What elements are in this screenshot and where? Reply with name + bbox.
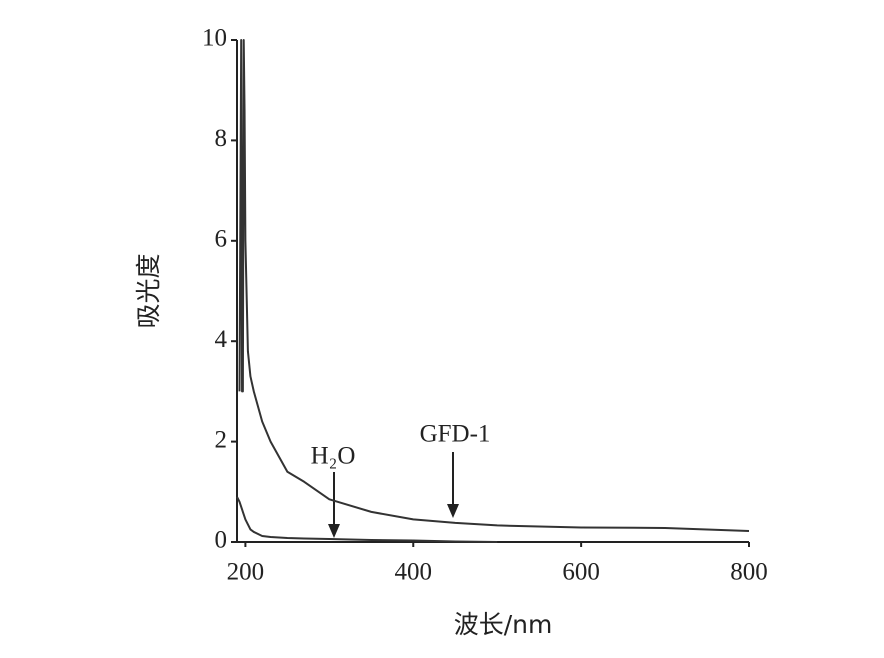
- annotation: H₂O: [311, 443, 356, 470]
- x-tick-label: 800: [730, 559, 768, 586]
- x-axis-label: 波长/nm: [454, 610, 553, 639]
- y-tick-label: 0: [215, 527, 228, 554]
- arrowhead: [328, 524, 340, 538]
- y-axis-label: 吸光度: [134, 253, 163, 328]
- arrowhead: [447, 504, 459, 518]
- x-tick-label: 400: [395, 559, 433, 586]
- series-line: [238, 39, 750, 532]
- annotation: GFD-1: [420, 421, 491, 448]
- y-tick-label: 10: [202, 25, 227, 52]
- series-line: [236, 496, 498, 543]
- x-tick-label: 200: [227, 559, 265, 586]
- y-tick-label: 6: [215, 226, 228, 253]
- y-tick-label: 2: [215, 426, 228, 453]
- x-tick-label: 600: [562, 559, 600, 586]
- y-tick-label: 8: [215, 125, 228, 152]
- y-tick-label: 4: [215, 326, 228, 353]
